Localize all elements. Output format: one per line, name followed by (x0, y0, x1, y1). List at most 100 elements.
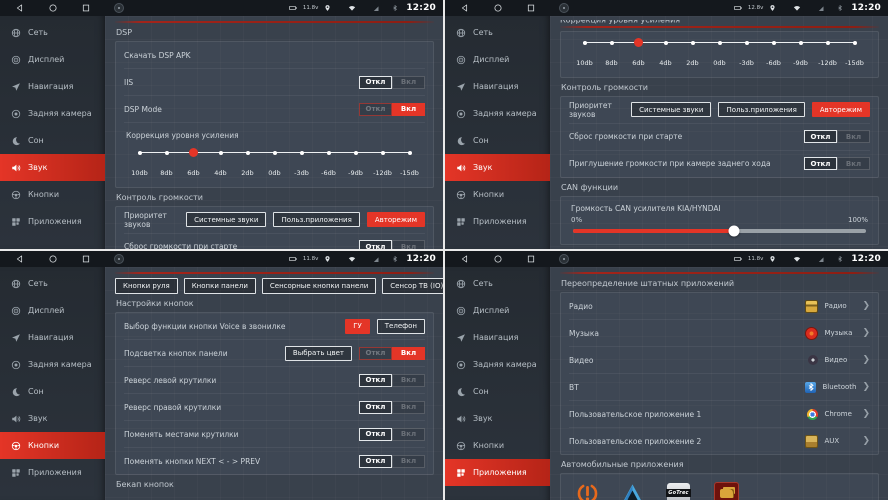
toggle-off-label[interactable]: Откл (359, 373, 392, 387)
tab-button[interactable]: Сенсорные кнопки панели (261, 278, 377, 294)
db-tick-dot[interactable] (407, 150, 412, 155)
toggle-on-label[interactable]: Вкл (392, 427, 425, 441)
tab-button[interactable]: Сенсор ТВ (IO) (382, 278, 443, 294)
on-off-toggle[interactable]: Откл Вкл (359, 373, 425, 387)
home-button[interactable] (493, 3, 503, 13)
toggle-off-label[interactable]: Откл (359, 240, 392, 249)
sidebar-item-apps[interactable]: Приложения (0, 459, 105, 486)
sidebar-item-apps[interactable]: Приложения (0, 208, 105, 235)
db-tick[interactable]: -15db (841, 38, 868, 69)
toggle-off-label[interactable]: Откл (804, 157, 837, 170)
sidebar-item-sleep[interactable]: Сон (445, 127, 550, 154)
db-tick[interactable]: -12db (814, 38, 841, 69)
tab-button[interactable]: Кнопки руля (115, 278, 178, 294)
db-tick-dot[interactable] (744, 40, 749, 45)
db-tick[interactable]: -9db (787, 38, 814, 69)
db-tick[interactable]: 6db (625, 38, 652, 69)
on-off-toggle[interactable]: Откл Вкл (359, 400, 425, 414)
back-button[interactable] (15, 254, 25, 264)
sidebar-item-sound[interactable]: Звук (0, 154, 105, 181)
db-tick-dot[interactable] (582, 40, 587, 45)
db-tick-dot[interactable] (189, 148, 198, 157)
on-off-toggle[interactable]: Откл Вкл (359, 346, 425, 360)
db-tick[interactable]: 4db (652, 38, 679, 69)
db-tick[interactable]: -15db (396, 148, 423, 179)
sidebar-item-buttons[interactable]: Кнопки (0, 432, 105, 459)
db-tick-dot[interactable] (690, 40, 695, 45)
sidebar-item-sleep[interactable]: Сон (445, 378, 550, 405)
db-tick[interactable]: -3db (288, 148, 315, 179)
db-tick[interactable]: 0db (706, 38, 733, 69)
sidebar-item-rear-camera[interactable]: Задняя камера (445, 351, 550, 378)
sidebar-item-rear-camera[interactable]: Задняя камера (0, 100, 105, 127)
sidebar-item-sleep[interactable]: Сон (0, 378, 105, 405)
screenshot-app-icon[interactable] (114, 254, 124, 264)
toggle-on-label[interactable]: Вкл (392, 400, 425, 414)
on-off-toggle[interactable]: Откл Вкл (359, 240, 425, 249)
sidebar-item-network[interactable]: Сеть (445, 19, 550, 46)
db-tick[interactable]: -3db (733, 38, 760, 69)
db-tick[interactable]: 0db (261, 148, 288, 179)
sidebar-item-navigation[interactable]: Навигация (0, 324, 105, 351)
db-tick-dot[interactable] (771, 40, 776, 45)
toggle-off-label[interactable]: Откл (804, 130, 837, 143)
db-tick-dot[interactable] (164, 150, 169, 155)
db-tick[interactable]: 10db (126, 148, 153, 179)
db-tick-dot[interactable] (825, 40, 830, 45)
sidebar-item-buttons[interactable]: Кнопки (0, 181, 105, 208)
db-tick-dot[interactable] (326, 150, 331, 155)
home-button[interactable] (493, 254, 503, 264)
option-button[interactable]: Авторежим (366, 212, 425, 227)
option-button[interactable]: Польз.приложения (718, 102, 805, 117)
sidebar-item-buttons[interactable]: Кнопки (445, 181, 550, 208)
db-tick[interactable]: 2db (679, 38, 706, 69)
option-button[interactable]: Авторежим (811, 102, 870, 117)
recents-button[interactable] (81, 254, 91, 264)
option-button[interactable]: ГУ (345, 318, 370, 334)
toggle-on-label[interactable]: Вкл (392, 346, 425, 360)
app-override-row[interactable]: Пользовательское приложение 2 AUX ❯ (569, 427, 870, 454)
db-tick-dot[interactable] (380, 150, 385, 155)
sidebar-item-navigation[interactable]: Навигация (445, 324, 550, 351)
sidebar-item-network[interactable]: Сеть (445, 270, 550, 297)
app-override-row[interactable]: Пользовательское приложение 1 Chrome ❯ (569, 400, 870, 427)
option-button[interactable]: Системные звуки (186, 212, 267, 227)
sidebar-item-sleep[interactable]: Сон (0, 127, 105, 154)
db-tick[interactable]: 2db (234, 148, 261, 179)
sidebar-item-display[interactable]: Дисплей (445, 297, 550, 324)
db-tick[interactable]: -6db (760, 38, 787, 69)
back-button[interactable] (15, 3, 25, 13)
on-off-toggle[interactable]: Откл Вкл (359, 427, 425, 441)
sidebar-item-buttons[interactable]: Кнопки (445, 432, 550, 459)
sidebar-item-navigation[interactable]: Навигация (445, 73, 550, 100)
toggle-off-label[interactable]: Откл (359, 400, 392, 414)
tab-button[interactable]: Кнопки панели (183, 278, 256, 294)
db-tick[interactable]: 8db (598, 38, 625, 69)
sidebar-item-rear-camera[interactable]: Задняя камера (0, 351, 105, 378)
db-tick[interactable]: 10db (571, 38, 598, 69)
on-off-toggle[interactable]: Откл Вкл (804, 157, 870, 170)
toggle-off-label[interactable]: Откл (359, 102, 392, 116)
on-off-toggle[interactable]: Откл Вкл (804, 130, 870, 143)
option-button[interactable]: Телефон (376, 318, 425, 334)
gain-correction-slider[interactable]: Коррекция уровня усиления 10db 8db 6db 4db 2d… (124, 123, 425, 187)
db-tick-dot[interactable] (663, 40, 668, 45)
tpms-app-icon[interactable] (577, 483, 598, 500)
toggle-off-label[interactable]: Откл (359, 427, 392, 441)
sidebar-item-navigation[interactable]: Навигация (0, 73, 105, 100)
db-tick-dot[interactable] (717, 40, 722, 45)
obd-app-icon[interactable] (714, 482, 739, 500)
toggle-on-label[interactable]: Вкл (837, 130, 870, 143)
gotrec-app-icon[interactable]: GoTrec (666, 483, 691, 500)
app-override-row[interactable]: BT Bluetooth ❯ (569, 373, 870, 400)
db-tick-dot[interactable] (245, 150, 250, 155)
home-button[interactable] (48, 254, 58, 264)
db-tick-dot[interactable] (852, 40, 857, 45)
toggle-off-label[interactable]: Откл (359, 75, 392, 89)
sidebar-item-display[interactable]: Дисплей (0, 46, 105, 73)
sidebar-item-apps[interactable]: Приложения (445, 459, 550, 486)
sidebar-item-network[interactable]: Сеть (0, 270, 105, 297)
db-tick-dot[interactable] (272, 150, 277, 155)
can-slider-thumb[interactable] (728, 225, 740, 236)
db-tick[interactable]: -6db (315, 148, 342, 179)
